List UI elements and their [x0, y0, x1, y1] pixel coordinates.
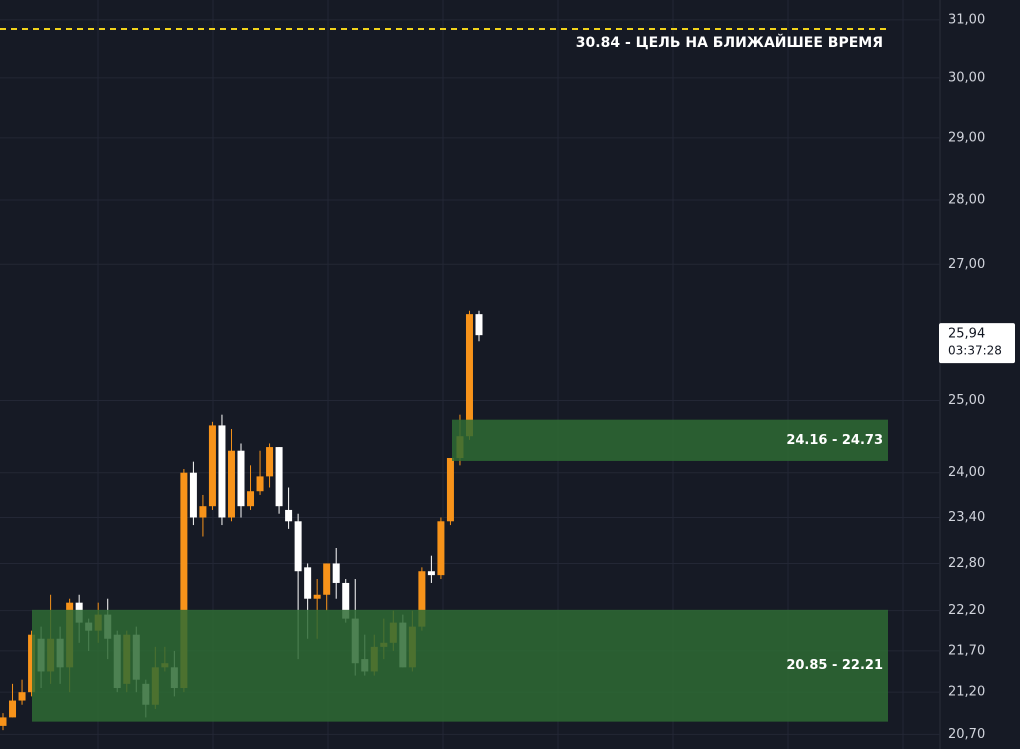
candle-body [332, 563, 340, 583]
y-tick-label: 28,00 [948, 192, 985, 207]
candle-body [275, 447, 283, 507]
y-tick-label: 21,70 [948, 643, 985, 658]
candle-body [227, 450, 235, 518]
candle-body [304, 567, 312, 599]
y-tick-label: 24,00 [948, 465, 985, 480]
y-tick-label: 27,00 [948, 257, 985, 272]
candle-body [218, 425, 226, 518]
zone [32, 609, 888, 722]
target-label: 30.84 - ЦЕЛЬ НА БЛИЖАЙШЕЕ ВРЕМЯ [576, 34, 883, 51]
candle-body [437, 521, 445, 576]
candle-body [465, 314, 473, 437]
candle-body [247, 491, 255, 507]
candle-body [475, 314, 483, 336]
price-box [939, 323, 1015, 364]
y-tick-label: 30,00 [948, 70, 985, 85]
candle-body [199, 506, 207, 518]
last-price: 25,94 [948, 327, 985, 342]
candle-body [446, 458, 454, 522]
candle-body [427, 571, 435, 576]
candle-body [313, 594, 321, 599]
candle-body [28, 634, 36, 693]
candle-body [9, 700, 17, 718]
candle-body [418, 571, 426, 627]
candle-body [323, 563, 331, 595]
y-tick-label: 22,20 [948, 603, 985, 618]
zone-label: 20.85 - 22.21 [786, 658, 883, 673]
candle-body [0, 717, 7, 726]
candle-body [180, 472, 188, 689]
y-tick-label: 20,70 [948, 727, 985, 742]
zone-label: 24.16 - 24.73 [786, 433, 883, 448]
y-tick-label: 21,20 [948, 685, 985, 700]
y-tick-label: 23,40 [948, 510, 985, 525]
y-tick-label: 31,00 [948, 12, 985, 27]
countdown: 03:37:28 [948, 344, 1002, 358]
y-tick-label: 29,00 [948, 130, 985, 145]
y-tick-label: 22,80 [948, 556, 985, 571]
candle-body [294, 521, 302, 572]
candle-body [208, 425, 216, 507]
candle-body [342, 582, 350, 619]
candle-body [285, 509, 293, 522]
candle-body [256, 476, 264, 492]
candle-body [18, 692, 26, 701]
candle-body [266, 447, 274, 477]
y-tick-label: 25,00 [948, 393, 985, 408]
candle-body [237, 450, 245, 507]
zone [452, 419, 888, 461]
candle-body [189, 472, 197, 518]
